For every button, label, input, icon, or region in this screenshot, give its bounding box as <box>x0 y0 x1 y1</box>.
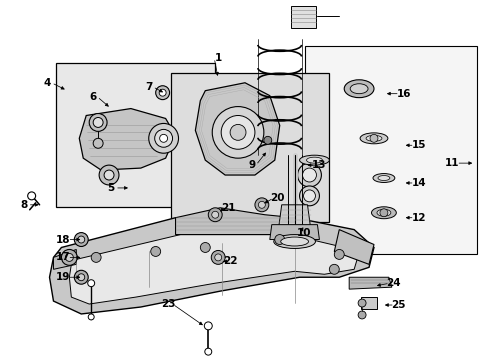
Text: 14: 14 <box>410 178 425 188</box>
Ellipse shape <box>371 207 395 219</box>
Circle shape <box>204 348 211 355</box>
Circle shape <box>214 254 221 261</box>
Circle shape <box>230 125 245 140</box>
Text: 21: 21 <box>221 203 235 213</box>
Circle shape <box>369 134 377 142</box>
Text: 25: 25 <box>391 300 405 310</box>
Bar <box>360 297 376 309</box>
Circle shape <box>148 123 178 153</box>
Circle shape <box>328 264 339 274</box>
Text: 10: 10 <box>297 228 311 238</box>
Text: 16: 16 <box>396 89 410 99</box>
Ellipse shape <box>376 209 390 216</box>
Circle shape <box>78 236 84 243</box>
Circle shape <box>159 89 166 96</box>
Polygon shape <box>195 83 279 175</box>
Circle shape <box>65 253 73 261</box>
Ellipse shape <box>299 155 328 165</box>
Circle shape <box>303 190 315 202</box>
Text: 5: 5 <box>107 183 114 193</box>
Circle shape <box>104 170 114 180</box>
Text: 22: 22 <box>223 256 237 266</box>
Circle shape <box>88 314 94 320</box>
Text: 6: 6 <box>89 92 97 102</box>
Polygon shape <box>269 225 319 239</box>
Text: 20: 20 <box>270 193 285 203</box>
Ellipse shape <box>366 135 381 141</box>
Polygon shape <box>304 46 476 255</box>
Polygon shape <box>170 73 328 222</box>
Circle shape <box>211 211 218 218</box>
Polygon shape <box>49 218 373 314</box>
Polygon shape <box>56 63 215 207</box>
Polygon shape <box>334 230 373 264</box>
Circle shape <box>78 274 84 281</box>
Circle shape <box>93 117 103 127</box>
Circle shape <box>61 249 77 265</box>
Circle shape <box>258 201 265 208</box>
Ellipse shape <box>273 235 315 248</box>
Text: 12: 12 <box>410 213 425 223</box>
Circle shape <box>274 235 284 244</box>
Text: 24: 24 <box>386 278 400 288</box>
Ellipse shape <box>280 237 308 246</box>
Circle shape <box>357 311 366 319</box>
Circle shape <box>379 209 387 217</box>
Text: 17: 17 <box>56 252 71 262</box>
Ellipse shape <box>349 84 367 94</box>
Ellipse shape <box>306 157 322 163</box>
Circle shape <box>99 165 119 185</box>
Circle shape <box>74 233 88 247</box>
Circle shape <box>297 163 321 187</box>
Circle shape <box>160 134 167 142</box>
Bar <box>290 6 316 28</box>
Circle shape <box>211 251 224 264</box>
Circle shape <box>208 208 222 222</box>
Circle shape <box>74 270 88 284</box>
Circle shape <box>150 247 161 256</box>
Polygon shape <box>69 235 356 304</box>
Text: 7: 7 <box>145 82 152 92</box>
Circle shape <box>357 299 366 307</box>
Circle shape <box>299 186 319 206</box>
Circle shape <box>302 168 316 182</box>
Circle shape <box>155 86 169 100</box>
Circle shape <box>334 249 344 260</box>
Circle shape <box>87 280 95 287</box>
Polygon shape <box>175 208 294 235</box>
Circle shape <box>221 116 254 149</box>
Text: 15: 15 <box>410 140 425 150</box>
Ellipse shape <box>377 176 389 180</box>
Ellipse shape <box>372 174 394 183</box>
Circle shape <box>89 113 107 131</box>
Text: 11: 11 <box>444 158 459 168</box>
Circle shape <box>93 138 103 148</box>
Ellipse shape <box>344 80 373 98</box>
Text: 4: 4 <box>44 78 51 88</box>
Circle shape <box>154 129 172 147</box>
Text: 19: 19 <box>56 272 70 282</box>
Text: 13: 13 <box>311 160 326 170</box>
Text: 18: 18 <box>56 234 70 244</box>
Polygon shape <box>348 277 391 289</box>
Text: 9: 9 <box>248 160 255 170</box>
Polygon shape <box>79 109 175 170</box>
Text: 23: 23 <box>161 299 176 309</box>
Circle shape <box>200 243 210 252</box>
Circle shape <box>28 192 36 200</box>
Circle shape <box>204 322 212 330</box>
Circle shape <box>91 252 101 262</box>
Text: 1: 1 <box>214 53 222 63</box>
Circle shape <box>264 136 271 144</box>
Text: 8: 8 <box>20 200 27 210</box>
Polygon shape <box>53 249 76 269</box>
Polygon shape <box>277 205 311 235</box>
Circle shape <box>254 198 268 212</box>
Circle shape <box>212 107 264 158</box>
Ellipse shape <box>359 133 387 144</box>
